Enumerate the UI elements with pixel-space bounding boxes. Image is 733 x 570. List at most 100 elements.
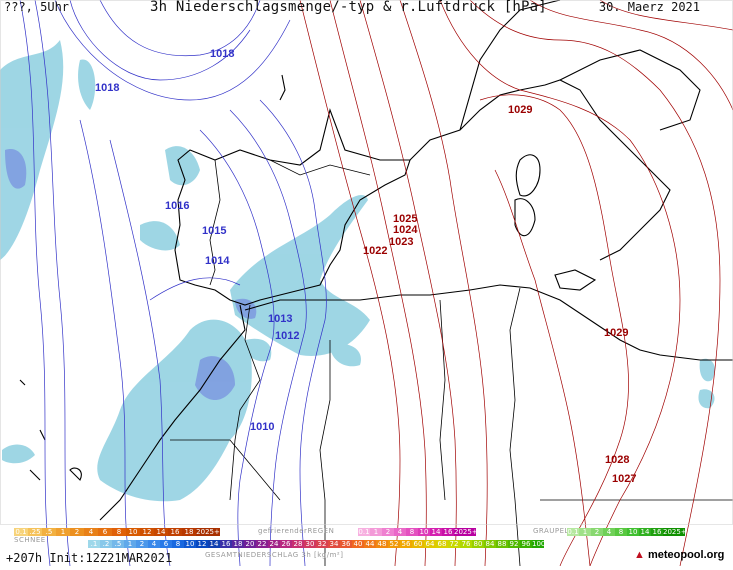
legend-cell: 10 [126, 528, 140, 536]
legend-cell: 16 [442, 528, 454, 536]
legend-cell: 1 [124, 540, 136, 548]
freezing-rain-legend: 0.1 1 2 4 8 10 14 16 2025+ [358, 528, 478, 536]
legend-cell: 36 [340, 540, 352, 548]
legend-cell: 14 [639, 528, 651, 536]
legend-cell: 22 [256, 540, 268, 548]
isobar-label: 1014 [205, 255, 230, 267]
isobar-label: 1024 [393, 224, 418, 236]
legend-cell: 44 [364, 540, 376, 548]
legend-cell: 68 [436, 540, 448, 548]
graupel-legend: 0.1 1 2 4 8 10 14 16 2025+ [567, 528, 687, 536]
isobar-label: 1018 [210, 48, 234, 60]
isobar-label: 1015 [202, 225, 226, 237]
legend-cell: 2025+ [663, 528, 687, 536]
legend-cell: 8 [172, 540, 184, 548]
isobar-label: 1013 [268, 313, 292, 325]
legend-cell: .1 [88, 540, 100, 548]
legend-cell: 34 [328, 540, 340, 548]
isobar-label: 1010 [250, 421, 274, 433]
legend-cell: 20 [244, 540, 256, 548]
legend-cell: 6 [160, 540, 172, 548]
total-precip-legend: .1.2.5 1 2 4 6 8 10 12 14 16 18 20 22 24 26 28 30 32 34 36 4… [88, 540, 546, 548]
legend-cell: 1 [370, 528, 382, 536]
legend-cell: 16 [168, 528, 182, 536]
isobar-label: 1025 [393, 213, 417, 225]
legend-cell: 0.1 [567, 528, 579, 536]
coastlines [19, 0, 733, 521]
legend-cell: 84 [484, 540, 496, 548]
legend-cell: 64 [424, 540, 436, 548]
legend-cell: 2 [591, 528, 603, 536]
isobar-label: 1018 [95, 82, 119, 94]
low-isobars [19, 0, 327, 567]
legend-cell: 0.1 [14, 528, 28, 536]
legend-cell: 6 [98, 528, 112, 536]
isobar-labels: 1018 1018 1016 1015 1014 1013 1012 1010 … [95, 48, 636, 485]
legend-cell: 16 [651, 528, 663, 536]
legend-cell: 18 [232, 540, 244, 548]
freezing-rain-legend-title: gefrierenderREGEN [258, 527, 335, 535]
logo-text: meteopool.org [647, 549, 725, 561]
snow-legend-title: SCHNEE [14, 536, 46, 544]
legend-cell: 2 [70, 528, 84, 536]
isobar-label: 1022 [363, 245, 387, 257]
isobar-label: 1016 [165, 200, 189, 212]
legend-cell: 1 [56, 528, 70, 536]
legend-cell: 4 [84, 528, 98, 536]
legend-cell: 4 [603, 528, 615, 536]
legend-cell: 8 [112, 528, 126, 536]
snow-legend: 0.1.25.5 1 2 4 6 8 10 12 14 16 18 2025+ [14, 528, 220, 536]
legend-cell: 12 [196, 540, 208, 548]
legend-cell: 4 [148, 540, 160, 548]
legend-cell: 2025+ [454, 528, 478, 536]
legend-cell: 40 [352, 540, 364, 548]
run-time-label: ???, 5Uhr [4, 0, 70, 14]
legend-cell: 72 [448, 540, 460, 548]
graupel-legend-title: GRAUPEL [533, 527, 569, 535]
legend-cell: 14 [154, 528, 168, 536]
init-time: +207h Init:12Z21MAR2021 [6, 551, 173, 565]
legend-cell: 14 [208, 540, 220, 548]
isobar-label: 1029 [604, 327, 628, 339]
legend-cell: 76 [460, 540, 472, 548]
meteopool-logo[interactable]: ▲ meteopool.org [634, 549, 724, 561]
legend-cell: 88 [496, 540, 508, 548]
legend-cell: 60 [412, 540, 424, 548]
legend-cell: 16 [220, 540, 232, 548]
legend-cell: 1 [579, 528, 591, 536]
high-isobars [299, 0, 733, 567]
legend-cell: 26 [280, 540, 292, 548]
isobar-label: 1012 [275, 330, 299, 342]
legend-cell: 100 [532, 540, 546, 548]
forecast-date: 30. Maerz 2021 [598, 0, 700, 14]
legend-cell: 10 [184, 540, 196, 548]
legend-cell: 12 [140, 528, 154, 536]
legend-cell: .25 [28, 528, 42, 536]
map-title: 3h Niederschlagsmenge/-typ & r.Luftdruck… [150, 0, 547, 15]
legend-cell: 2 [136, 540, 148, 548]
legend-cell: 24 [268, 540, 280, 548]
legend-cell: 52 [388, 540, 400, 548]
legend-cell: 2 [382, 528, 394, 536]
isobar-label: 1029 [508, 104, 532, 116]
logo-icon: ▲ [634, 549, 645, 561]
legend-cell: .5 [112, 540, 124, 548]
legend-cell: 92 [508, 540, 520, 548]
legend-cell: 48 [376, 540, 388, 548]
total-precip-legend-title: GESAMTNIEDERSCHLAG 3h [kg/m²] [205, 551, 344, 559]
legend-cell: 80 [472, 540, 484, 548]
legend-cell: 30 [304, 540, 316, 548]
legend-cell: 10 [627, 528, 639, 536]
legend-cell: 2025+ [196, 528, 220, 536]
legend-cell: 4 [394, 528, 406, 536]
legend-cell: .5 [42, 528, 56, 536]
legend-cell: 32 [316, 540, 328, 548]
legend-cell: 0.1 [358, 528, 370, 536]
legend-cell: 8 [406, 528, 418, 536]
legend-cell: 28 [292, 540, 304, 548]
isobar-label: 1023 [389, 236, 413, 248]
legend-cell: .2 [100, 540, 112, 548]
legend-cell: 10 [418, 528, 430, 536]
